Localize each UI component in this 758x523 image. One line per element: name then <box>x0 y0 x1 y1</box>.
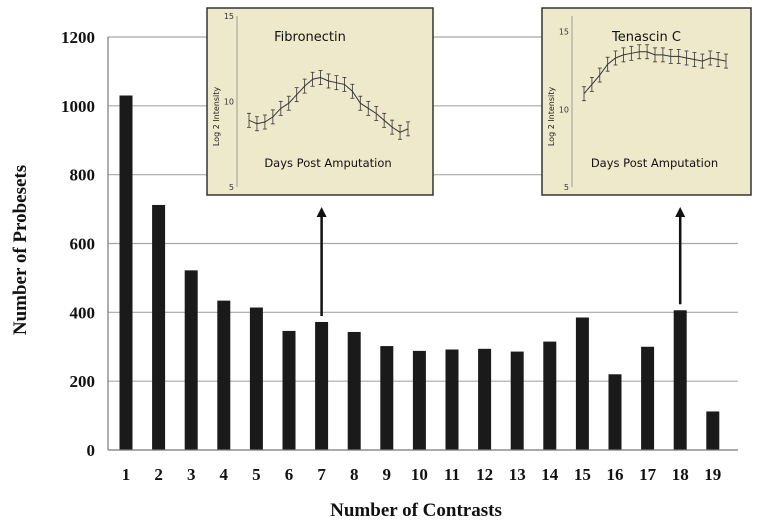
x-tick-labels: 1 2 3 4 5 6 7 8 9 10 11 12 13 14 15 16 17 18 19 <box>122 465 722 484</box>
bar <box>347 331 361 450</box>
x-tick-label: 14 <box>541 465 559 484</box>
x-tick-label: 4 <box>220 465 229 484</box>
x-axis-title: Number of Contrasts <box>330 500 502 521</box>
y-tick-label: 400 <box>70 303 96 322</box>
y-tick-label: 600 <box>70 235 96 254</box>
bar <box>315 321 329 450</box>
bar <box>641 346 655 450</box>
x-tick-label: 17 <box>639 465 657 484</box>
x-tick-label: 8 <box>350 465 359 484</box>
bar <box>282 330 296 450</box>
bar <box>217 300 231 450</box>
x-tick-label: 7 <box>317 465 326 484</box>
inset-x-axis-title: Days Post Amputation <box>591 156 718 170</box>
y-tick-labels: 0 200 400 600 800 1000 1200 <box>61 28 95 460</box>
x-tick-label: 3 <box>187 465 196 484</box>
bar <box>249 307 263 450</box>
inset-y-tick-label: 15 <box>559 28 569 37</box>
x-tick-label: 13 <box>509 465 526 484</box>
x-tick-label: 16 <box>607 465 624 484</box>
x-tick-label: 19 <box>704 465 721 484</box>
bar <box>543 341 557 450</box>
bar <box>673 310 687 450</box>
axes <box>107 37 738 451</box>
inset-y-tick-label: 10 <box>224 98 234 107</box>
inset-y-tick-label: 5 <box>229 183 234 192</box>
x-tick-label: 6 <box>285 465 294 484</box>
bar <box>152 204 166 450</box>
inset-title: Tenascin C <box>611 30 681 45</box>
bar <box>706 411 720 450</box>
bar <box>510 351 524 450</box>
bar <box>445 349 459 450</box>
inset-y-tick-label: 5 <box>564 183 569 192</box>
inset-frame <box>541 7 752 196</box>
bar <box>184 270 198 450</box>
x-tick-label: 5 <box>252 465 261 484</box>
inset-charts: 5 10 15 Log 2 Intensity Fibronectin Days Post… <box>206 7 752 196</box>
annotation-arrows <box>316 207 686 316</box>
x-tick-label: 2 <box>154 465 163 484</box>
inset-y-axis-title: Log 2 Intensity <box>547 87 556 147</box>
x-tick-label: 1 <box>122 465 131 484</box>
annotation-arrow-head <box>675 207 686 217</box>
bar <box>412 350 426 450</box>
y-tick-label: 800 <box>70 166 96 185</box>
y-tick-label: 1000 <box>61 97 95 116</box>
y-tick-label: 200 <box>70 372 96 391</box>
y-axis-title: Number of Probesets <box>10 165 31 335</box>
inset-y-tick-label: 10 <box>559 105 569 114</box>
bar <box>575 317 589 450</box>
x-tick-label: 10 <box>411 465 428 484</box>
x-tick-label: 15 <box>574 465 591 484</box>
inset-y-tick-label: 15 <box>224 12 234 21</box>
inset-frame <box>206 7 434 196</box>
y-tick-label: 1200 <box>61 28 95 47</box>
inset-chart: 5 10 15 Log 2 Intensity Fibronectin Days Post… <box>206 7 434 196</box>
y-tick-label: 0 <box>87 441 96 460</box>
inset-chart: 5 10 15 Log 2 Intensity Tenascin C Days Post … <box>541 7 752 196</box>
bar <box>119 95 133 450</box>
bar <box>478 348 492 450</box>
bar <box>380 346 394 450</box>
inset-title: Fibronectin <box>274 30 346 45</box>
x-tick-label: 12 <box>476 465 493 484</box>
x-tick-label: 11 <box>444 465 460 484</box>
x-tick-label: 9 <box>383 465 392 484</box>
inset-x-axis-title: Days Post Amputation <box>264 156 391 170</box>
inset-y-axis-title: Log 2 Intensity <box>212 87 221 147</box>
bar <box>608 374 622 450</box>
x-tick-label: 18 <box>672 465 689 484</box>
bars <box>119 95 720 450</box>
annotation-arrow-head <box>316 207 327 217</box>
